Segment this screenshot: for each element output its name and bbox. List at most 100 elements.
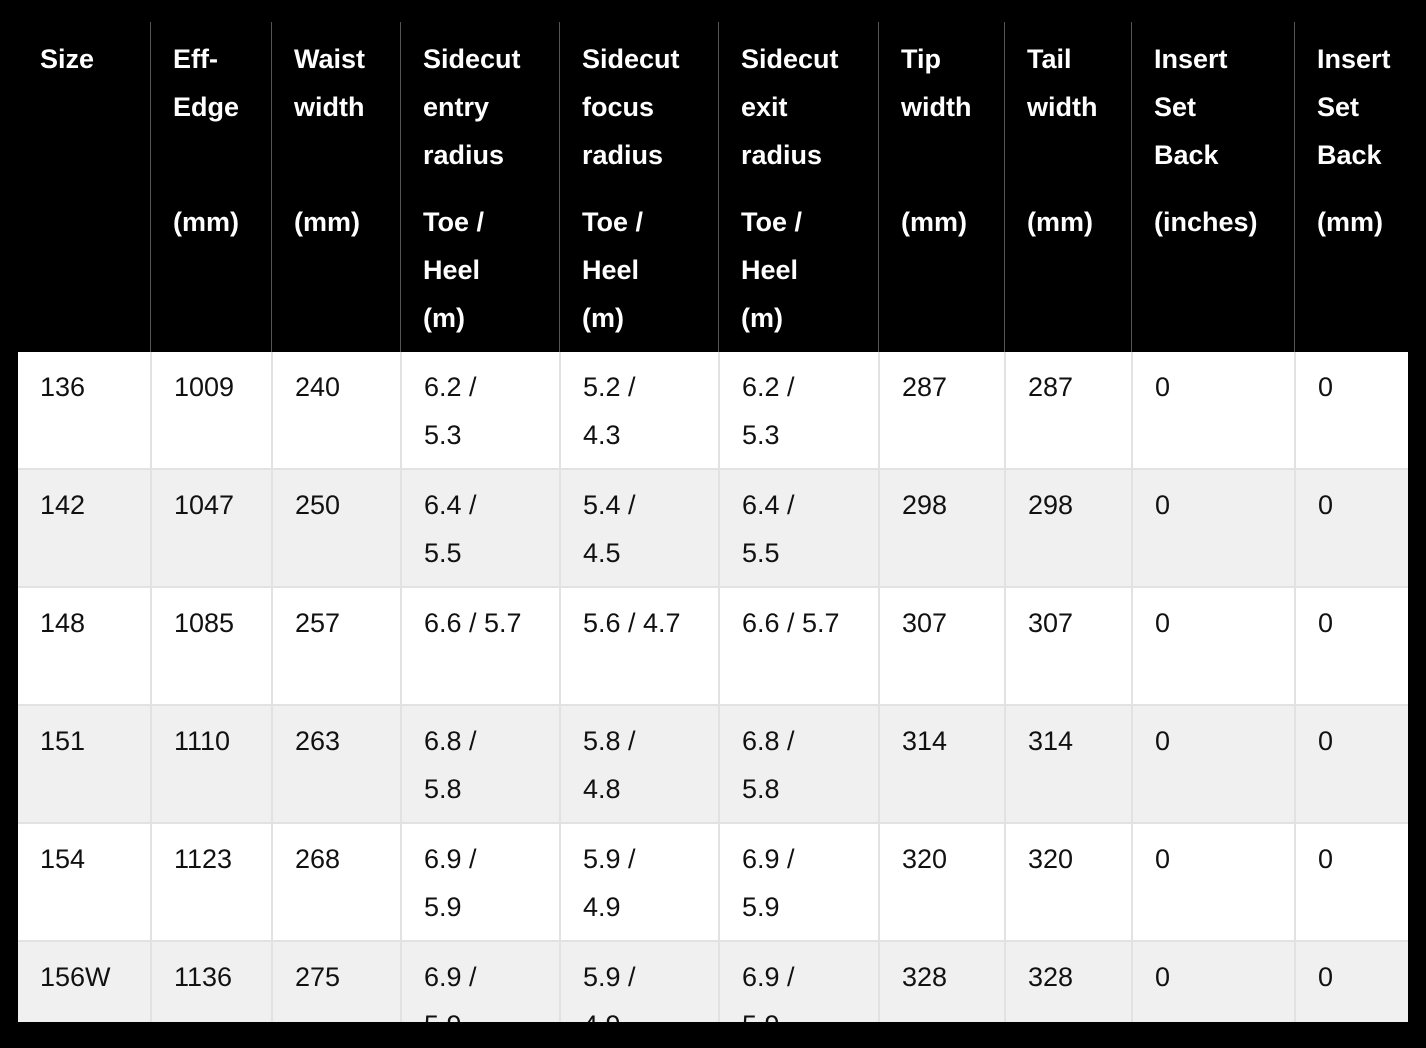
- header-cell: Insert Set Back (inches): [1131, 22, 1294, 352]
- table-cell: 1047: [150, 470, 271, 588]
- cell-text: 6.4 / 5.5: [424, 490, 477, 568]
- table-cell: 154: [18, 824, 150, 942]
- cell-text: 0: [1155, 962, 1171, 992]
- table-cell: 0: [1131, 470, 1294, 588]
- table-cell: 275: [271, 942, 400, 1022]
- table-cell: 0: [1294, 470, 1408, 588]
- header-cell: Waist width (mm): [271, 22, 400, 352]
- table-cell: 6.6 / 5.7: [718, 588, 878, 706]
- table-cell: 0: [1294, 352, 1408, 470]
- header-unit: Toe / Heel (m): [741, 207, 803, 333]
- cell-text: 0: [1318, 844, 1334, 874]
- header-title: Eff-Edge: [173, 44, 240, 122]
- table-cell: 5.9 / 4.9: [559, 942, 718, 1022]
- table-cell: 1110: [150, 706, 271, 824]
- table-cell: 0: [1131, 824, 1294, 942]
- cell-text: 0: [1318, 962, 1334, 992]
- table-cell: 1009: [150, 352, 271, 470]
- cell-text: 275: [295, 962, 341, 992]
- spec-table: Size Eff-Edge (mm) Waist width (mm) Sidecut e…: [18, 22, 1408, 1022]
- cell-text: 6.9 / 5.9: [424, 962, 477, 1022]
- cell-text: 0: [1155, 608, 1171, 638]
- table-cell: 320: [1004, 824, 1131, 942]
- header-title: Sidecut entry radius: [423, 44, 521, 170]
- cell-text: 240: [295, 372, 341, 402]
- cell-text: 287: [902, 372, 948, 402]
- header-unit: (mm): [1027, 207, 1093, 237]
- header-title: Insert Set Back: [1154, 44, 1228, 170]
- table-cell: 307: [1004, 588, 1131, 706]
- header-title: Waist width: [294, 44, 366, 122]
- header-cell: Sidecut exit radius Toe / Heel (m): [718, 22, 878, 352]
- table-cell: 298: [1004, 470, 1131, 588]
- table-cell: 5.6 / 4.7: [559, 588, 718, 706]
- header-unit: Toe / Heel (m): [423, 207, 485, 333]
- cell-text: 320: [902, 844, 948, 874]
- cell-text: 142: [40, 490, 86, 520]
- cell-text: 1085: [174, 608, 235, 638]
- table-cell: 5.4 / 4.5: [559, 470, 718, 588]
- header-title: Sidecut exit radius: [741, 44, 839, 170]
- cell-text: 6.6 / 5.7: [424, 608, 522, 638]
- cell-text: 287: [1028, 372, 1074, 402]
- cell-text: 6.2 / 5.3: [424, 372, 477, 450]
- header-cell: Insert Set Back (mm): [1294, 22, 1408, 352]
- table-cell: 240: [271, 352, 400, 470]
- table-cell: 0: [1294, 942, 1408, 1022]
- cell-text: 1009: [174, 372, 235, 402]
- header-title: Tail width: [1027, 44, 1098, 122]
- table-cell: 287: [878, 352, 1004, 470]
- table-cell: 250: [271, 470, 400, 588]
- header-cell: Eff-Edge (mm): [150, 22, 271, 352]
- table-cell: 314: [1004, 706, 1131, 824]
- header-title: Sidecut focus radius: [582, 44, 680, 170]
- cell-text: 151: [40, 726, 86, 756]
- cell-text: 1136: [174, 962, 233, 992]
- header-unit: (mm): [1317, 207, 1383, 237]
- cell-text: 5.8 / 4.8: [583, 726, 636, 804]
- cell-text: 136: [40, 372, 86, 402]
- cell-text: 1123: [174, 844, 233, 874]
- cell-text: 307: [902, 608, 948, 638]
- cell-text: 148: [40, 608, 86, 638]
- table-cell: 142: [18, 470, 150, 588]
- table-cell: 1085: [150, 588, 271, 706]
- table-cell: 6.6 / 5.7: [400, 588, 559, 706]
- table-cell: 6.9 / 5.9: [400, 942, 559, 1022]
- cell-text: 5.2 / 4.3: [583, 372, 636, 450]
- header-unit: (mm): [294, 207, 360, 237]
- table-cell: 151: [18, 706, 150, 824]
- table-cell: 314: [878, 706, 1004, 824]
- table-cell: 6.2 / 5.3: [400, 352, 559, 470]
- header-cell: Sidecut focus radius Toe / Heel (m): [559, 22, 718, 352]
- cell-text: 6.4 / 5.5: [742, 490, 795, 568]
- cell-text: 6.6 / 5.7: [742, 608, 840, 638]
- table-cell: 328: [1004, 942, 1131, 1022]
- header-cell: Sidecut entry radius Toe / Heel (m): [400, 22, 559, 352]
- cell-text: 6.2 / 5.3: [742, 372, 795, 450]
- table-cell: 5.2 / 4.3: [559, 352, 718, 470]
- table-cell: 6.8 / 5.8: [400, 706, 559, 824]
- header-unit: (mm): [173, 207, 239, 237]
- cell-text: 6.8 / 5.8: [742, 726, 795, 804]
- table-cell: 148: [18, 588, 150, 706]
- table-cell: 0: [1294, 588, 1408, 706]
- cell-text: 314: [1028, 726, 1074, 756]
- table-cell: 5.9 / 4.9: [559, 824, 718, 942]
- cell-text: 250: [295, 490, 341, 520]
- table-cell: 6.4 / 5.5: [400, 470, 559, 588]
- table-cell: 1123: [150, 824, 271, 942]
- cell-text: 298: [1028, 490, 1074, 520]
- cell-text: 156W: [40, 962, 111, 992]
- header-unit: (inches): [1154, 207, 1258, 237]
- cell-text: 0: [1155, 726, 1171, 756]
- table-cell: 307: [878, 588, 1004, 706]
- table-cell: 6.4 / 5.5: [718, 470, 878, 588]
- cell-text: 154: [40, 844, 86, 874]
- table-cell: 298: [878, 470, 1004, 588]
- cell-text: 5.9 / 4.9: [583, 844, 636, 922]
- table-cell: 0: [1131, 706, 1294, 824]
- table-cell: 320: [878, 824, 1004, 942]
- cell-text: 0: [1318, 726, 1334, 756]
